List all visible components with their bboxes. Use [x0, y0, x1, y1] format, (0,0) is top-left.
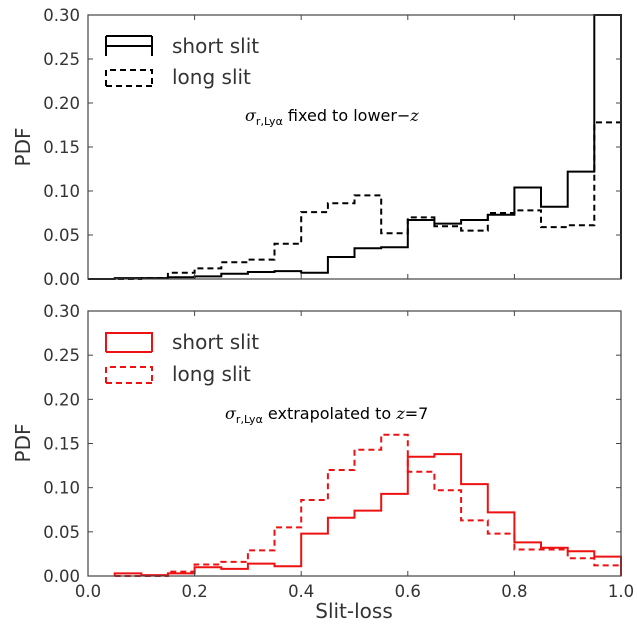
legend-label-long-slit-red: long slit: [172, 362, 251, 386]
y-tick-label: 0.30: [43, 6, 80, 25]
bottom-annotation: σr,Lyα extrapolated to z=7: [225, 404, 428, 426]
legend-swatch-long-slit-red: [105, 366, 153, 384]
legend-label-short-slit-red: short slit: [172, 330, 259, 354]
top-y-axis-label: PDF: [11, 128, 35, 167]
histogram-short-slit-solid: [88, 14, 622, 280]
bottom-histograms: [113, 433, 622, 577]
legend-label-long-slit: long slit: [172, 65, 251, 89]
top-panel: 0.00 0.05 0.10 0.15 0.20 0.25 0.30 PDF short s…: [11, 6, 622, 289]
bottom-x-ticks: 0.0 0.2 0.4 0.6 0.8 1.0: [75, 311, 634, 601]
x-tick-label: 0.6: [395, 582, 421, 601]
y-tick-label: 0.25: [43, 346, 80, 365]
y-tick-label: 0.00: [43, 567, 80, 586]
y-tick-label: 0.20: [43, 94, 80, 113]
histogram-long-slit-dashed: [114, 433, 622, 577]
bottom-x-axis-label: Slit-loss: [315, 599, 393, 623]
y-tick-label: 0.15: [43, 138, 80, 157]
x-tick-label: 1.0: [608, 582, 634, 601]
y-tick-label: 0.05: [43, 226, 80, 245]
x-tick-label: 0.4: [288, 582, 314, 601]
histogram-short-slit-solid: [113, 453, 622, 577]
top-legend: short slit long slit: [105, 34, 259, 89]
y-tick-label: 0.15: [43, 435, 80, 454]
bottom-panel: 0.000.050.100.150.200.250.30 0.0 0.2 0.4 0.…: [11, 302, 634, 623]
legend-label-short-slit: short slit: [172, 34, 259, 58]
y-tick-label: 0.05: [43, 523, 80, 542]
y-tick-label: 0.25: [43, 50, 80, 69]
histogram-long-slit-dashed: [88, 121, 622, 280]
y-tick-label: 0.20: [43, 390, 80, 409]
legend-swatch-short-slit-red: [105, 332, 153, 353]
bottom-plot-frame: [87, 310, 622, 577]
y-tick-label: 0.10: [43, 479, 80, 498]
x-tick-label: 0.2: [181, 582, 207, 601]
y-tick-label: 0.00: [43, 270, 80, 289]
x-tick-label: 0.0: [75, 582, 101, 601]
y-tick-label: 0.30: [43, 302, 80, 321]
bottom-y-axis-label: PDF: [11, 424, 35, 463]
top-y-ticks: 0.00 0.05 0.10 0.15 0.20 0.25 0.30: [43, 6, 622, 289]
bottom-y-ticks: 0.00 0.05 0.10 0.15 0.20 0.25 0.30: [43, 302, 621, 586]
legend-swatch-long-slit: [105, 69, 153, 87]
top-annotation: σr,Lyα fixed to lower−z: [245, 106, 419, 128]
y-tick-label: 0.10: [43, 182, 80, 201]
top-plot-frame: [87, 14, 622, 280]
bottom-legend: short slit long slit: [105, 330, 259, 386]
top-histograms: [88, 14, 622, 280]
x-tick-label: 0.8: [501, 582, 527, 601]
